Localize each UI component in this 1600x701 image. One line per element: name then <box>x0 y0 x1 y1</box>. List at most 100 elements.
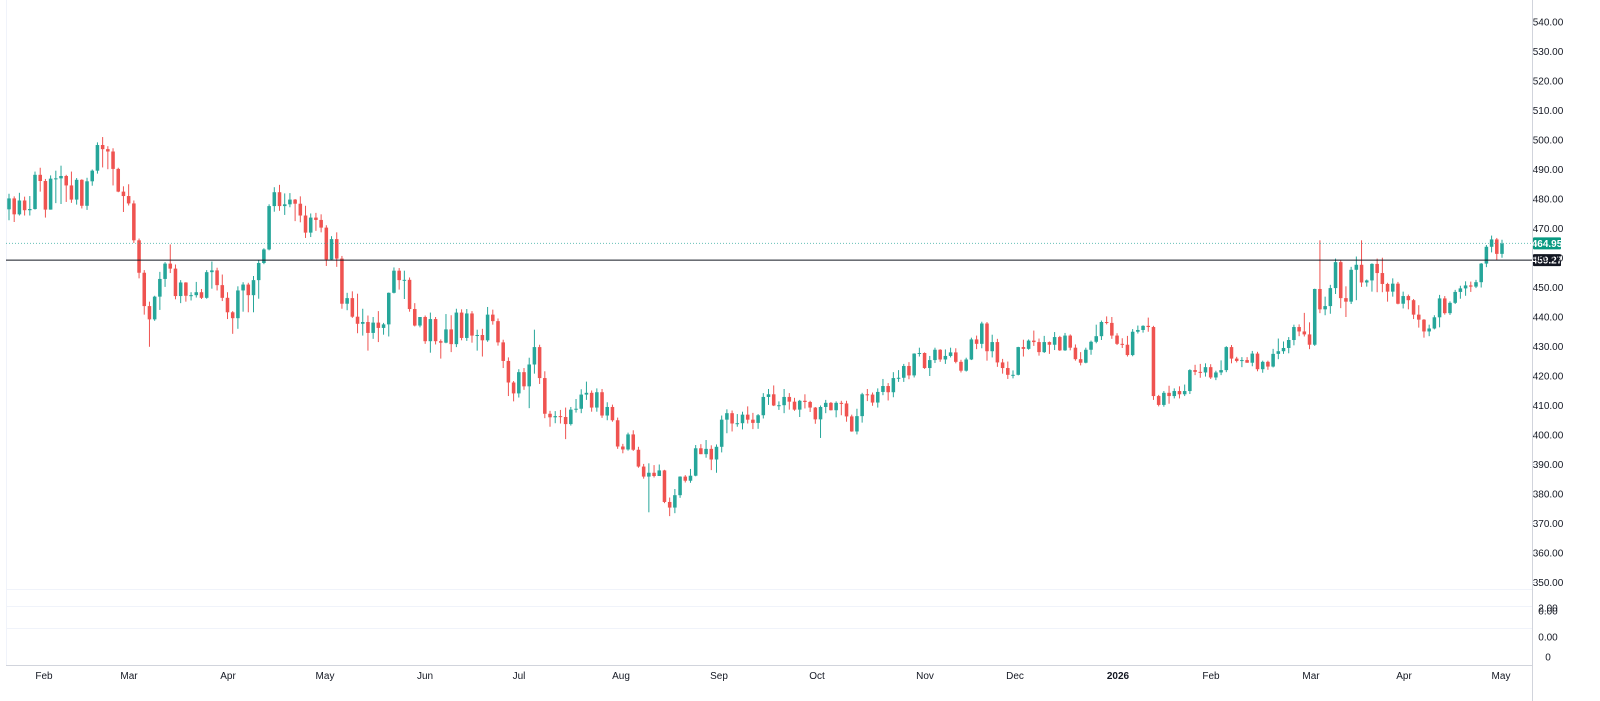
candle <box>543 371 547 419</box>
candle <box>1427 324 1431 337</box>
candle <box>17 192 22 216</box>
candle <box>293 199 297 222</box>
price-tick-label: 470.00 <box>1533 224 1564 235</box>
candle-body <box>350 298 355 317</box>
candle-body <box>376 322 381 328</box>
candle-body <box>652 472 656 477</box>
candle <box>1411 299 1416 320</box>
candle <box>849 414 854 432</box>
candle <box>1297 324 1301 337</box>
candle <box>345 292 349 311</box>
candle <box>1172 388 1177 399</box>
candle-body <box>1349 269 1353 302</box>
candle <box>574 399 578 413</box>
time-tick-label[interactable]: Mar <box>120 671 138 682</box>
candle <box>548 410 552 427</box>
candle <box>470 311 474 343</box>
candle <box>303 205 308 238</box>
candle <box>1042 335 1046 353</box>
candle-body <box>709 448 714 460</box>
candle-body <box>126 196 131 204</box>
candle-body <box>964 359 968 371</box>
candle <box>756 414 760 429</box>
candle-body <box>1198 371 1203 373</box>
candle-body <box>293 199 297 204</box>
candle <box>1416 305 1421 328</box>
candle-body <box>59 175 63 179</box>
time-tick-label[interactable]: Dec <box>1006 671 1024 682</box>
candle <box>954 348 958 364</box>
candle <box>891 372 896 398</box>
candle-body <box>371 322 375 333</box>
candle <box>376 311 381 343</box>
candle <box>569 406 573 426</box>
candle <box>439 339 443 359</box>
time-axis[interactable]: Feb Mar Apr May Jun Jul Aug Sep Oct Nov Dec 2026 Feb… <box>35 671 1510 682</box>
time-tick-label[interactable]: Feb <box>1202 671 1220 682</box>
candle <box>475 329 479 351</box>
candle <box>881 378 885 396</box>
time-tick-label[interactable]: May <box>316 671 335 682</box>
candle-body <box>69 185 74 200</box>
candle-body <box>298 203 303 216</box>
price-axis[interactable]: 540.00 530.00 520.00 510.00 500.00 490.00 480.… <box>1532 18 1564 664</box>
candle <box>683 475 688 483</box>
candle <box>85 177 89 210</box>
candle-body <box>1448 302 1452 314</box>
candle-body <box>1328 288 1333 307</box>
candle-body <box>1224 347 1229 371</box>
candle-body <box>137 240 141 273</box>
candle <box>199 288 204 300</box>
candle-body <box>506 360 511 383</box>
candle-body <box>308 217 313 233</box>
candle <box>647 463 651 513</box>
candle-body <box>1416 314 1421 320</box>
candle <box>964 357 968 372</box>
candle-body <box>1443 298 1447 314</box>
candle-body <box>584 392 589 395</box>
candle <box>855 408 859 435</box>
candle-body <box>381 324 386 328</box>
chart-grid <box>6 0 1533 701</box>
candle-body <box>829 402 833 411</box>
time-tick-label[interactable]: Jun <box>417 671 433 682</box>
time-tick-label[interactable]: Aug <box>612 671 630 682</box>
candle <box>870 392 875 406</box>
time-tick-label[interactable]: Feb <box>35 671 53 682</box>
time-tick-label[interactable]: 2026 <box>1107 671 1130 682</box>
time-tick-label[interactable]: Nov <box>916 671 934 682</box>
candle-body <box>818 406 823 420</box>
time-tick-label[interactable]: Oct <box>809 671 825 682</box>
time-tick-label[interactable]: Apr <box>1396 671 1412 682</box>
time-tick-label[interactable]: May <box>1492 671 1511 682</box>
candle <box>1390 278 1395 297</box>
candle-body <box>1037 342 1041 353</box>
candle-body <box>1276 351 1281 354</box>
candle <box>558 409 563 424</box>
candle-body <box>849 416 854 432</box>
candle-body <box>33 174 37 210</box>
candle <box>579 389 583 414</box>
candle <box>917 347 922 357</box>
candle <box>641 463 646 479</box>
candle-body <box>366 322 370 333</box>
candle-body <box>241 284 245 291</box>
time-tick-label[interactable]: Sep <box>710 671 728 682</box>
candle-body <box>1354 264 1359 270</box>
candle-body <box>116 168 121 192</box>
candle-body <box>314 217 318 220</box>
candle <box>1089 340 1093 355</box>
candle-body <box>246 284 251 296</box>
candle <box>922 352 927 369</box>
candle-body <box>459 312 464 338</box>
candle-body <box>792 401 797 410</box>
candle <box>563 407 568 440</box>
candle <box>823 399 828 414</box>
candle <box>116 167 121 193</box>
time-tick-label[interactable]: Jul <box>513 671 526 682</box>
candle <box>142 270 147 315</box>
time-tick-label[interactable]: Mar <box>1302 671 1320 682</box>
time-tick-label[interactable]: Apr <box>220 671 236 682</box>
candle <box>1224 346 1229 373</box>
candle <box>662 469 667 504</box>
